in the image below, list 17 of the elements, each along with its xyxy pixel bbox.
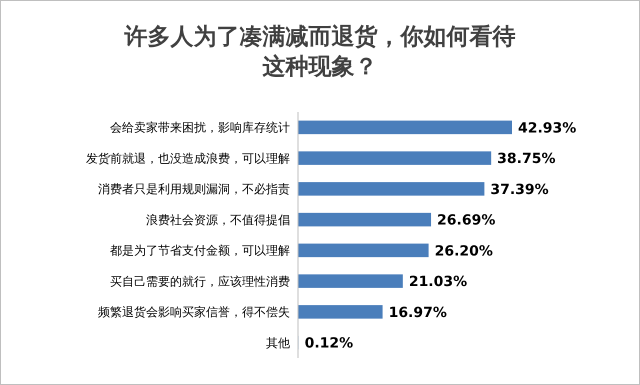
data-label: 26.20% — [434, 243, 493, 260]
y-tick-label: 浪费社会资源，不值得提倡 — [146, 212, 290, 227]
data-label: 42.93% — [518, 120, 576, 136]
data-label: 0.12% — [304, 336, 354, 352]
y-tick-label: 都是为了节省支付金额，可以理解 — [110, 244, 290, 258]
y-tick-label: 买自己需要的就行，应该理性消费 — [110, 274, 290, 288]
data-label: 38.75% — [497, 151, 556, 168]
y-tick-label: 频繁退货会影响买家信誉，得不偿失 — [98, 305, 290, 320]
y-tick-label: 消费者只是利用规则漏洞，不必指责 — [98, 182, 290, 196]
data-label: 21.03% — [408, 274, 468, 290]
data-label: 16.97% — [388, 304, 447, 321]
y-tick-label: 发货前就退，也没造成浪费，可以理解 — [86, 151, 290, 166]
y-tick-label: 会给卖家带来困扰，影响库存统计 — [110, 120, 290, 135]
chart-title: 许多人为了凑满减而退货，你如何看待这种现象？ — [124, 24, 516, 80]
data-label: 37.39% — [490, 182, 549, 198]
y-tick-label: 其他 — [266, 336, 290, 350]
data-label: 26.69% — [437, 212, 496, 229]
